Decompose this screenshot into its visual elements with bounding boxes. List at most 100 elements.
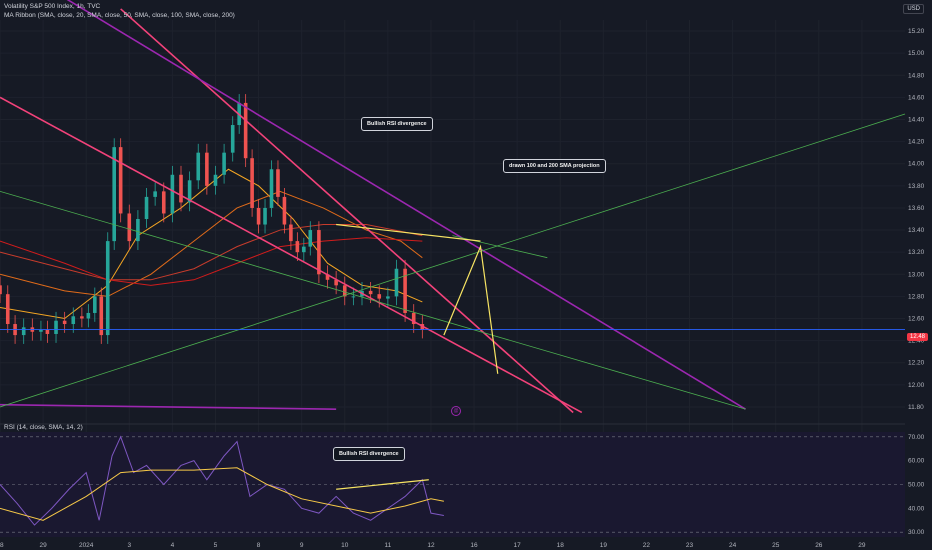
price-axis[interactable]: 15.20 15.00 14.80 14.60 14.40 14.20 14.00 13.80… bbox=[908, 28, 925, 536]
price-tick-label: 13.40 bbox=[908, 227, 925, 234]
trendline-green bbox=[0, 113, 906, 408]
price-tick-label: 15.20 bbox=[908, 28, 925, 35]
price-divergence-line bbox=[336, 223, 481, 242]
rsi-tick-label: 40.00 bbox=[908, 505, 925, 512]
alert-icon[interactable]: @ bbox=[451, 406, 461, 416]
trendline-pink bbox=[0, 96, 583, 414]
candle-body bbox=[230, 125, 235, 153]
candle-body bbox=[269, 169, 274, 208]
candle-body bbox=[127, 213, 132, 242]
callout-rsi-divergence[interactable]: Bullish RSI divergence bbox=[333, 447, 405, 461]
ma20-line bbox=[0, 168, 423, 320]
symbol-title[interactable]: Volatility S&P 500 Index, 1h, TVC bbox=[4, 3, 101, 10]
ma50-line bbox=[0, 190, 423, 297]
candle-body bbox=[93, 296, 97, 313]
candle-body bbox=[21, 327, 26, 336]
candle-body bbox=[54, 320, 58, 334]
currency-badge[interactable]: USD bbox=[903, 4, 924, 14]
time-tick-label: 25 bbox=[772, 542, 780, 549]
time-tick-label: 4 bbox=[171, 542, 175, 549]
time-axis[interactable]: 28 29 2024 3 4 5 8 9 10 11 12 16 17 18 19 22 23 24 25 26 29 bbox=[0, 542, 866, 549]
time-tick-label: 22 bbox=[643, 542, 651, 549]
candle-body bbox=[71, 316, 76, 325]
time-tick-label: 12 bbox=[427, 542, 435, 549]
candle-body bbox=[136, 219, 140, 242]
trendline-green bbox=[452, 235, 548, 259]
candle-body bbox=[342, 285, 347, 297]
candle-body bbox=[179, 174, 183, 203]
price-tick-label: 13.80 bbox=[908, 183, 925, 190]
price-tick-label: 12.80 bbox=[908, 293, 925, 300]
ma-ribbon-label[interactable]: MA Ribbon (SMA, close, 20, SMA, close, 5… bbox=[4, 12, 235, 19]
time-tick-label: 9 bbox=[300, 542, 304, 549]
candle-body bbox=[295, 241, 300, 253]
time-tick-label: 24 bbox=[729, 542, 737, 549]
candle-body bbox=[222, 152, 226, 175]
price-tick-label: 12.40 bbox=[908, 338, 925, 345]
candle-body bbox=[80, 316, 84, 319]
time-tick-label: 5 bbox=[214, 542, 218, 549]
candle-body bbox=[0, 285, 2, 295]
rsi-tick-label: 30.00 bbox=[908, 529, 925, 536]
price-tick-label: 12.60 bbox=[908, 316, 925, 323]
rsi-line bbox=[0, 435, 444, 526]
candle-body bbox=[302, 246, 306, 253]
candle-body bbox=[263, 207, 267, 225]
time-tick-label: 8 bbox=[257, 542, 261, 549]
trendlines[interactable] bbox=[0, 0, 906, 414]
time-tick-label: 10 bbox=[341, 542, 349, 549]
candle-body bbox=[153, 191, 157, 197]
price-tick-label: 12.00 bbox=[908, 382, 925, 389]
rsi-divergence-line bbox=[336, 479, 429, 490]
candle-body bbox=[403, 268, 407, 313]
candle-body bbox=[256, 207, 261, 225]
time-tick-label: 16 bbox=[470, 542, 478, 549]
candle-body bbox=[250, 158, 254, 208]
candle-body bbox=[62, 320, 67, 325]
rsi-tick-label: 50.00 bbox=[908, 482, 925, 489]
callout-bullish-divergence[interactable]: Bullish RSI divergence bbox=[361, 117, 433, 131]
candle-body bbox=[276, 169, 280, 197]
candle-body bbox=[368, 290, 373, 295]
candle-body bbox=[118, 147, 123, 214]
candle-body bbox=[205, 152, 209, 186]
time-tick-label: 29 bbox=[858, 542, 866, 549]
candle-body bbox=[282, 196, 287, 225]
rsi-tick-label: 70.00 bbox=[908, 434, 925, 441]
time-tick-label: 23 bbox=[686, 542, 694, 549]
rsi-ma-line bbox=[0, 467, 444, 521]
time-tick-label: 17 bbox=[514, 542, 522, 549]
candle-body bbox=[411, 312, 416, 325]
candle-body bbox=[325, 274, 330, 280]
time-tick-label: 19 bbox=[600, 542, 608, 549]
price-tick-label: 14.80 bbox=[908, 72, 925, 79]
time-tick-label: 28 bbox=[0, 542, 4, 549]
candle-body bbox=[213, 174, 218, 186]
price-tick-label: 15.00 bbox=[908, 50, 925, 57]
price-tick-label: 13.00 bbox=[908, 271, 925, 278]
candle-body bbox=[187, 180, 192, 203]
candle-body bbox=[5, 294, 10, 325]
candle-body bbox=[289, 224, 293, 242]
ma-ribbon bbox=[0, 168, 423, 320]
time-tick-label: 18 bbox=[557, 542, 565, 549]
candle-body bbox=[86, 312, 91, 319]
time-tick-label: 26 bbox=[815, 542, 823, 549]
callout-sma-projection[interactable]: drawn 100 and 200 SMA projection bbox=[503, 159, 606, 173]
candle-body bbox=[394, 268, 399, 297]
price-tick-label: 14.20 bbox=[908, 139, 925, 146]
candle-body bbox=[386, 296, 390, 299]
time-tick-label: 3 bbox=[127, 542, 131, 549]
rsi-label[interactable]: RSI (14, close, SMA, 14, 2) bbox=[4, 424, 83, 431]
candle-body bbox=[377, 294, 382, 299]
trendline-purple bbox=[66, 0, 746, 410]
ma200-line bbox=[0, 237, 423, 286]
candle-body bbox=[99, 296, 104, 336]
price-tick-label: 13.20 bbox=[908, 249, 925, 256]
rsi-tick-label: 60.00 bbox=[908, 458, 925, 465]
candle-body bbox=[39, 329, 43, 332]
candle-body bbox=[161, 191, 166, 214]
time-tick-label: 29 bbox=[39, 542, 47, 549]
rsi-panel bbox=[0, 423, 905, 537]
